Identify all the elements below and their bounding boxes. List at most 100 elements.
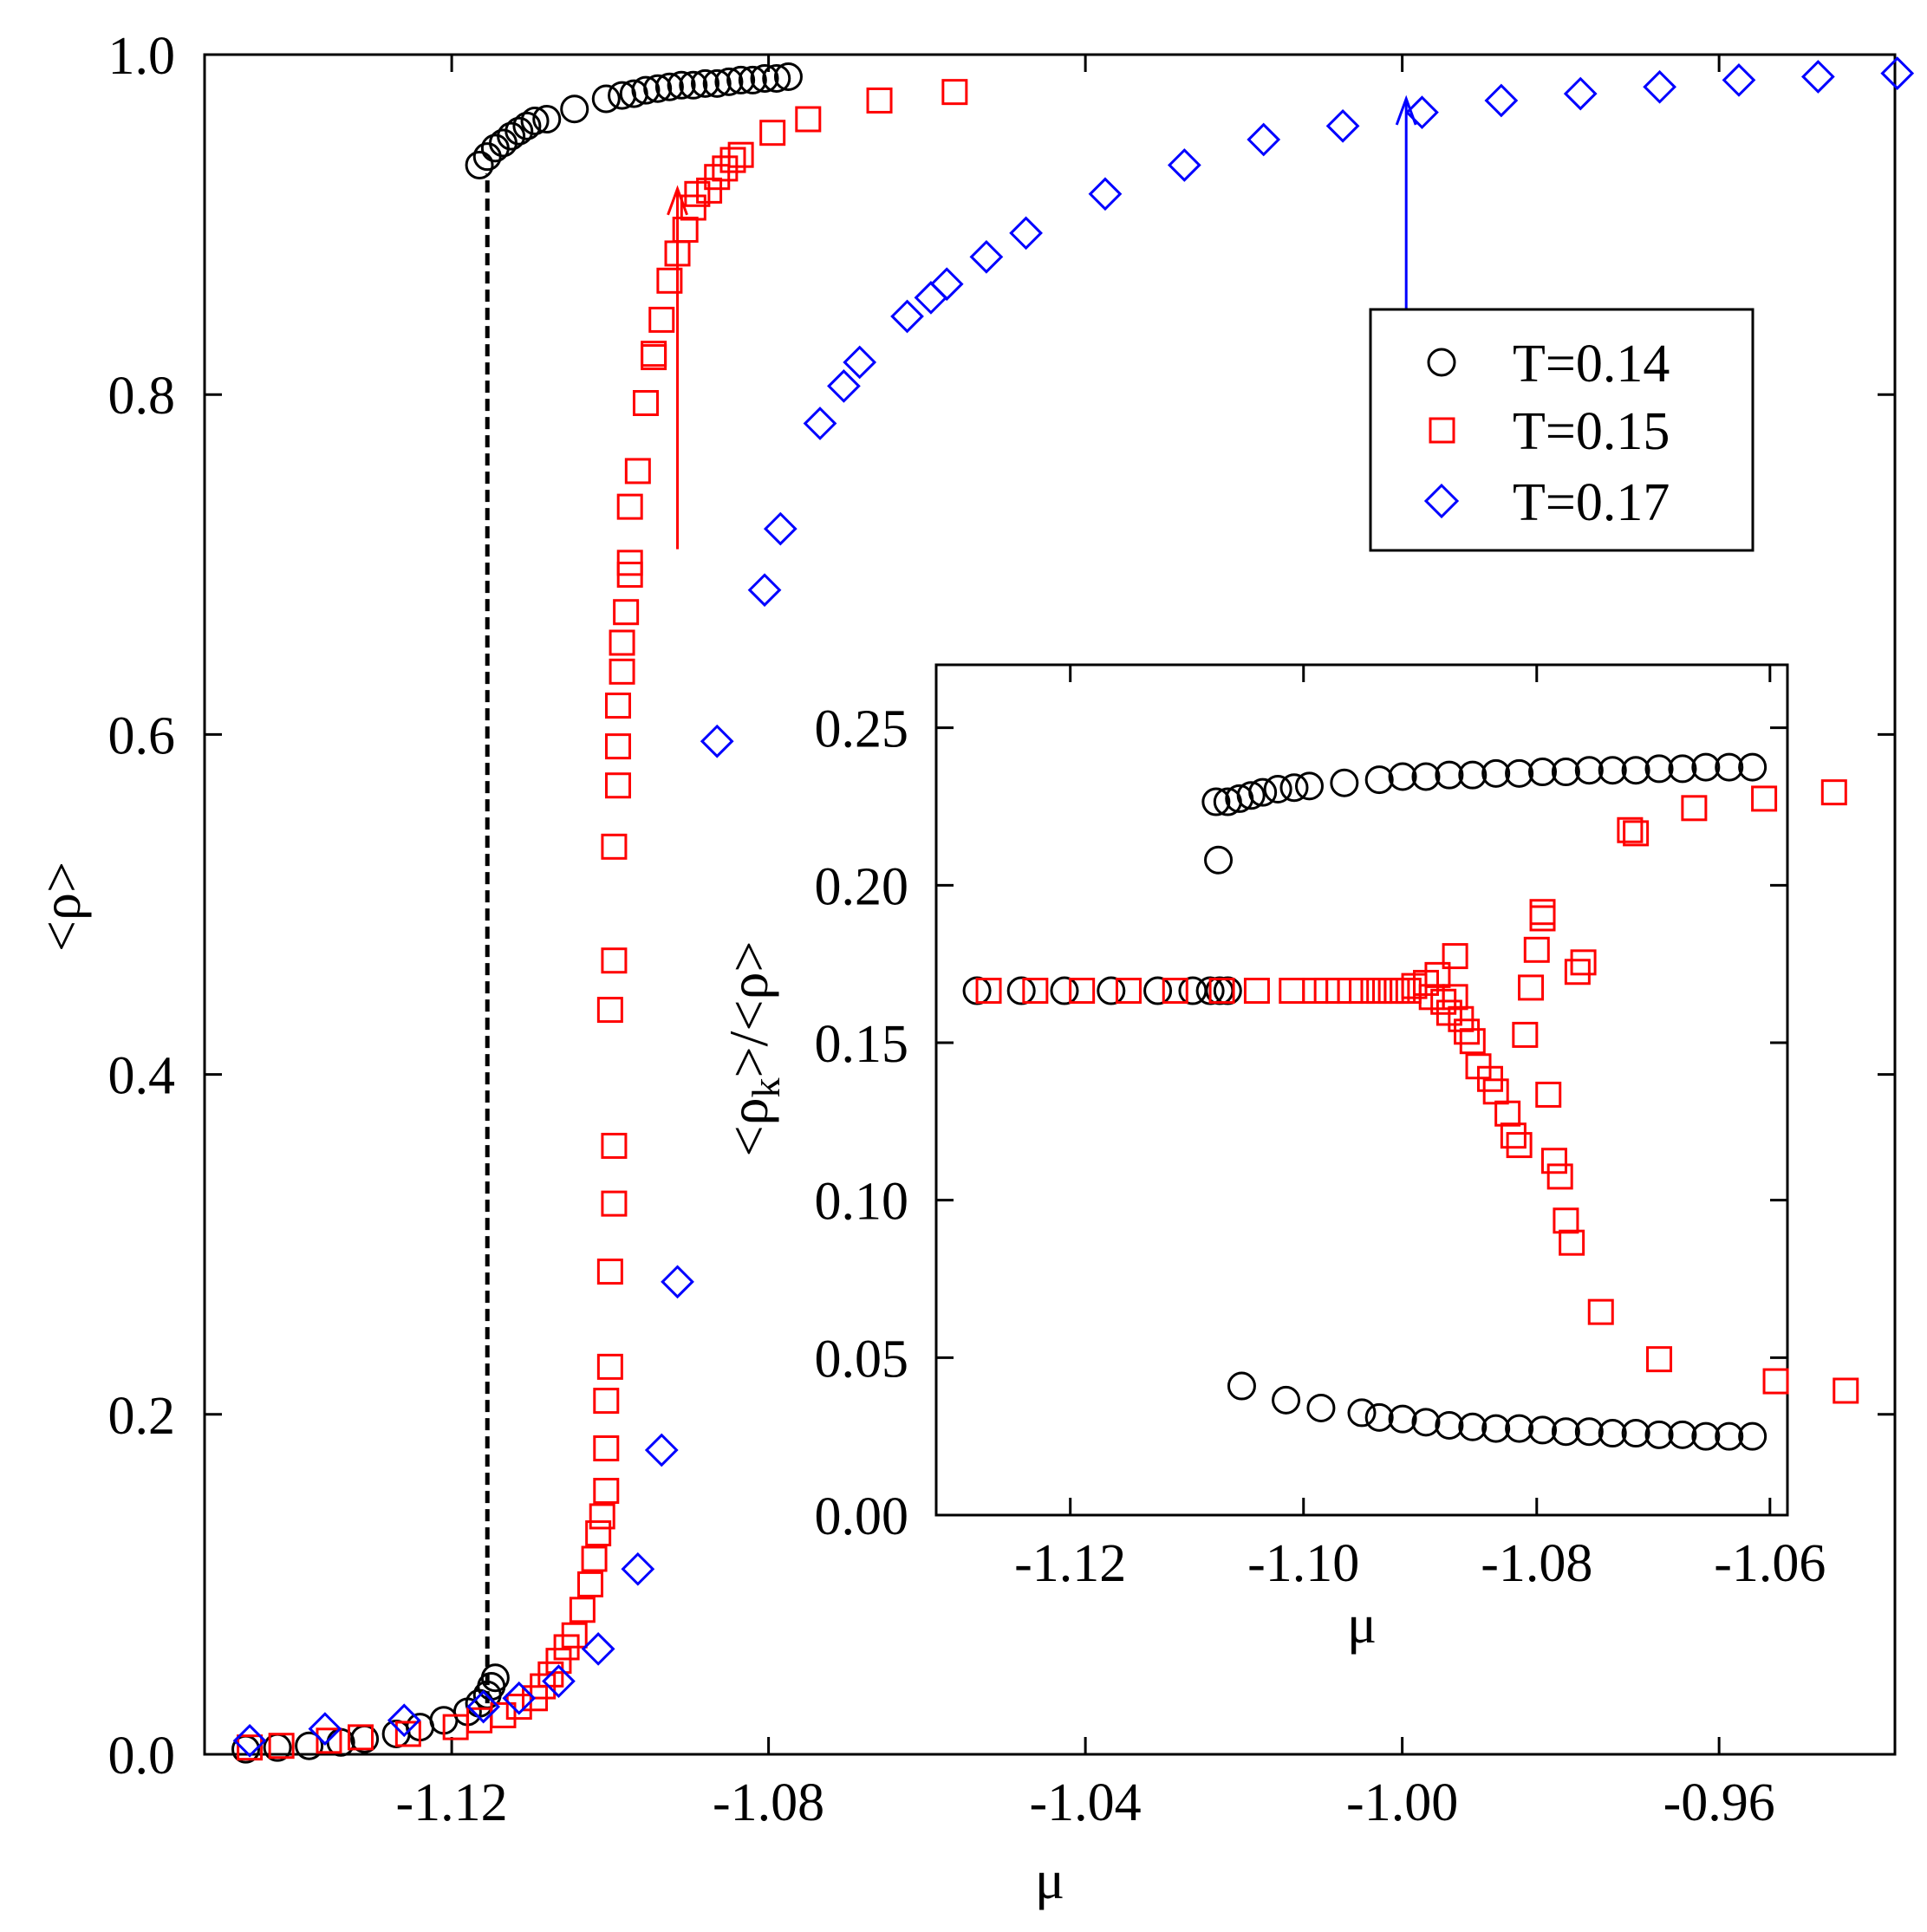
data-point bbox=[1587, 1298, 1614, 1325]
data-point bbox=[1646, 1346, 1673, 1373]
data-point bbox=[604, 733, 631, 760]
data-point bbox=[502, 1681, 537, 1715]
data-point bbox=[505, 116, 534, 146]
legend-marker-square bbox=[1429, 417, 1455, 444]
data-point bbox=[1325, 108, 1360, 143]
data-point bbox=[589, 1503, 615, 1530]
data-point bbox=[537, 1661, 564, 1688]
data-point bbox=[1833, 1377, 1859, 1404]
data-point bbox=[1454, 1018, 1481, 1045]
data-point bbox=[1540, 1148, 1567, 1174]
inset-y-title-sub: k bbox=[744, 1077, 788, 1097]
data-point bbox=[624, 458, 651, 485]
x-tick-label: -1.08 bbox=[713, 1773, 824, 1832]
data-point bbox=[726, 65, 756, 94]
data-point bbox=[696, 177, 723, 204]
legend: T=0.14 T=0.15 T=0.17 bbox=[1369, 308, 1754, 552]
data-point bbox=[1442, 943, 1468, 970]
x-tick-label: -0.96 bbox=[1663, 1773, 1775, 1832]
x-tick-label: -1.04 bbox=[1030, 1773, 1142, 1832]
data-point bbox=[1715, 752, 1744, 782]
data-point bbox=[621, 1551, 655, 1586]
data-point bbox=[569, 1597, 596, 1623]
series-t015 bbox=[237, 79, 968, 1761]
data-point bbox=[1506, 1132, 1533, 1159]
data-point bbox=[1435, 760, 1464, 790]
data-point bbox=[480, 1663, 510, 1693]
data-point bbox=[866, 87, 893, 114]
data-point bbox=[1272, 1385, 1301, 1415]
data-point bbox=[773, 62, 803, 91]
data-point bbox=[532, 105, 562, 134]
data-point bbox=[1481, 1414, 1511, 1443]
data-point bbox=[1243, 978, 1270, 1005]
data-point bbox=[609, 658, 635, 685]
data-point bbox=[1762, 1368, 1789, 1395]
data-point bbox=[1208, 978, 1235, 1005]
data-point bbox=[1088, 177, 1123, 211]
data-point bbox=[1330, 768, 1359, 797]
data-point bbox=[1347, 1398, 1377, 1428]
data-point bbox=[631, 75, 661, 105]
data-point bbox=[1563, 76, 1598, 111]
data-point bbox=[1069, 978, 1096, 1005]
data-point bbox=[520, 106, 550, 135]
data-point bbox=[727, 141, 754, 168]
data-point bbox=[465, 150, 494, 179]
data-point bbox=[914, 281, 948, 315]
data-point bbox=[1167, 148, 1201, 182]
data-point bbox=[656, 267, 683, 294]
data-point bbox=[1388, 1404, 1417, 1434]
data-point bbox=[1022, 978, 1049, 1005]
data-point bbox=[941, 79, 968, 106]
inset-y-title-main: <ρ bbox=[718, 1097, 779, 1156]
data-point bbox=[1481, 758, 1511, 788]
data-point bbox=[1681, 795, 1708, 822]
main-y-axis-title: <ρ> bbox=[30, 862, 92, 952]
data-point bbox=[591, 84, 621, 114]
data-point bbox=[1691, 1421, 1721, 1451]
data-point bbox=[616, 550, 643, 576]
data-point bbox=[679, 70, 708, 100]
data-point bbox=[295, 1731, 324, 1760]
data-point bbox=[1523, 936, 1550, 963]
data-point bbox=[643, 74, 673, 103]
series-t015 bbox=[975, 779, 1859, 1404]
data-point bbox=[762, 63, 791, 93]
data-point bbox=[1388, 762, 1417, 791]
data-point bbox=[691, 68, 720, 98]
data-point bbox=[1097, 976, 1126, 1005]
x-tick-label: -1.00 bbox=[1346, 1773, 1458, 1832]
data-point bbox=[609, 629, 635, 656]
data-point bbox=[577, 1571, 604, 1597]
y-tick-label: 0.6 bbox=[108, 706, 176, 765]
data-point bbox=[561, 1622, 588, 1649]
x-tick-label: -1.12 bbox=[396, 1773, 508, 1832]
data-point bbox=[1623, 820, 1650, 847]
data-point bbox=[1564, 959, 1591, 986]
data-point bbox=[560, 94, 589, 124]
data-point bbox=[1505, 758, 1534, 788]
data-point bbox=[1528, 1415, 1558, 1445]
data-point bbox=[1546, 1163, 1573, 1190]
data-point bbox=[1551, 758, 1580, 787]
data-point bbox=[1236, 781, 1266, 810]
data-point bbox=[237, 1734, 264, 1761]
inset-x-axis-title: μ bbox=[1347, 1593, 1377, 1655]
data-point bbox=[795, 106, 822, 133]
data-point bbox=[1364, 765, 1394, 795]
data-point bbox=[348, 1724, 374, 1751]
data-point bbox=[593, 1435, 620, 1462]
x-tick-label: -1.12 bbox=[1014, 1534, 1126, 1593]
data-point bbox=[1621, 1419, 1650, 1448]
data-point bbox=[1279, 773, 1309, 803]
inset-plot-frame bbox=[934, 663, 1789, 1517]
legend-item-t014: T=0.14 bbox=[1427, 335, 1670, 394]
inset-data-points bbox=[962, 752, 1859, 1451]
data-point bbox=[1570, 949, 1597, 976]
data-point bbox=[1668, 1420, 1697, 1449]
main-ticks: -1.12 -1.08 -1.04 -1.00 -0.96 0.0 0.2 0.4 0.6 0.8… bbox=[108, 27, 1895, 1832]
data-point bbox=[593, 1388, 620, 1415]
data-point bbox=[1405, 95, 1439, 130]
